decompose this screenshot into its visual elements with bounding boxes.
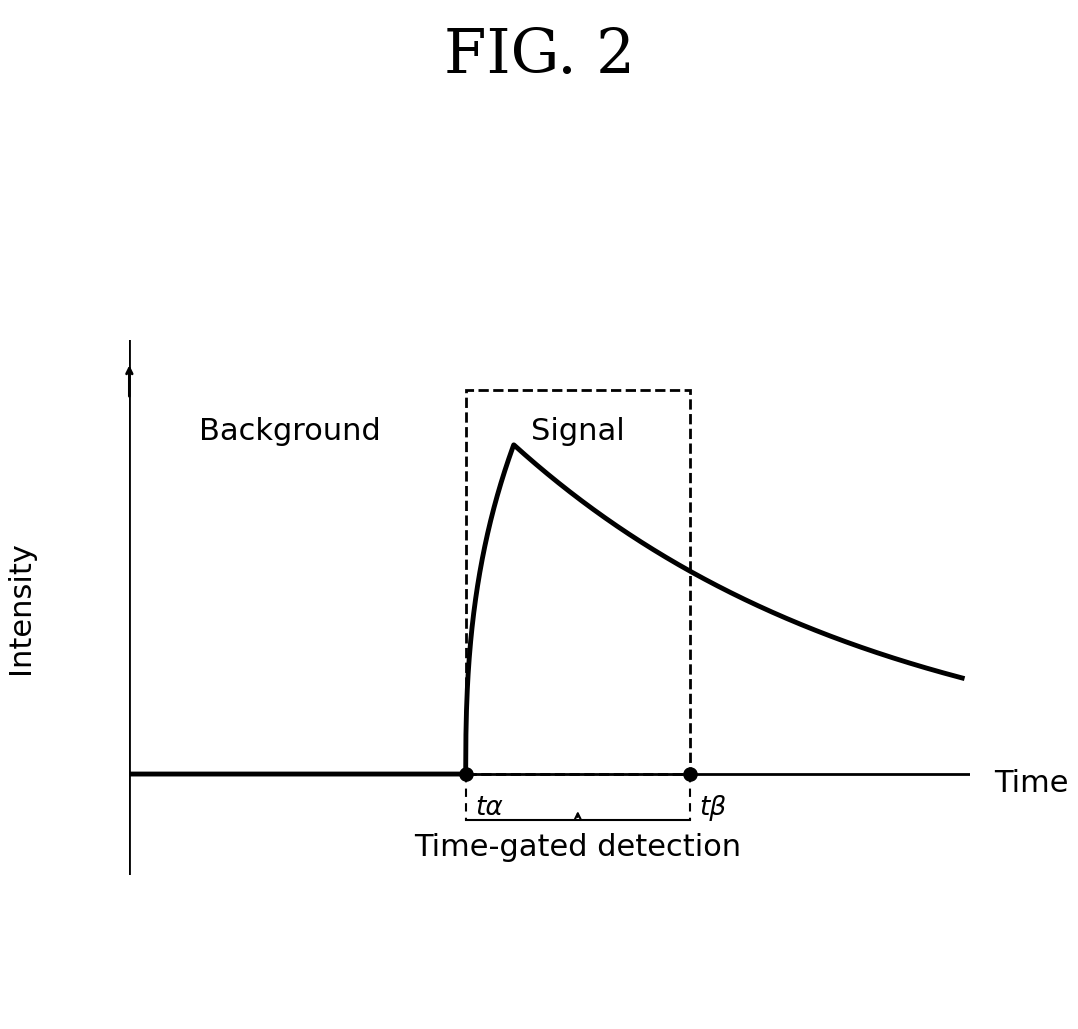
Point	[457, 766, 474, 782]
Text: Time-gated detection: Time-gated detection	[414, 833, 742, 862]
Text: Signal: Signal	[531, 418, 624, 447]
Point	[681, 766, 699, 782]
Text: FIG. 2: FIG. 2	[443, 26, 635, 85]
Text: Intensity: Intensity	[5, 540, 34, 674]
Text: tβ: tβ	[700, 794, 727, 820]
Text: Background: Background	[198, 418, 381, 447]
Text: Time: Time	[994, 769, 1068, 797]
Text: tα: tα	[475, 794, 503, 820]
